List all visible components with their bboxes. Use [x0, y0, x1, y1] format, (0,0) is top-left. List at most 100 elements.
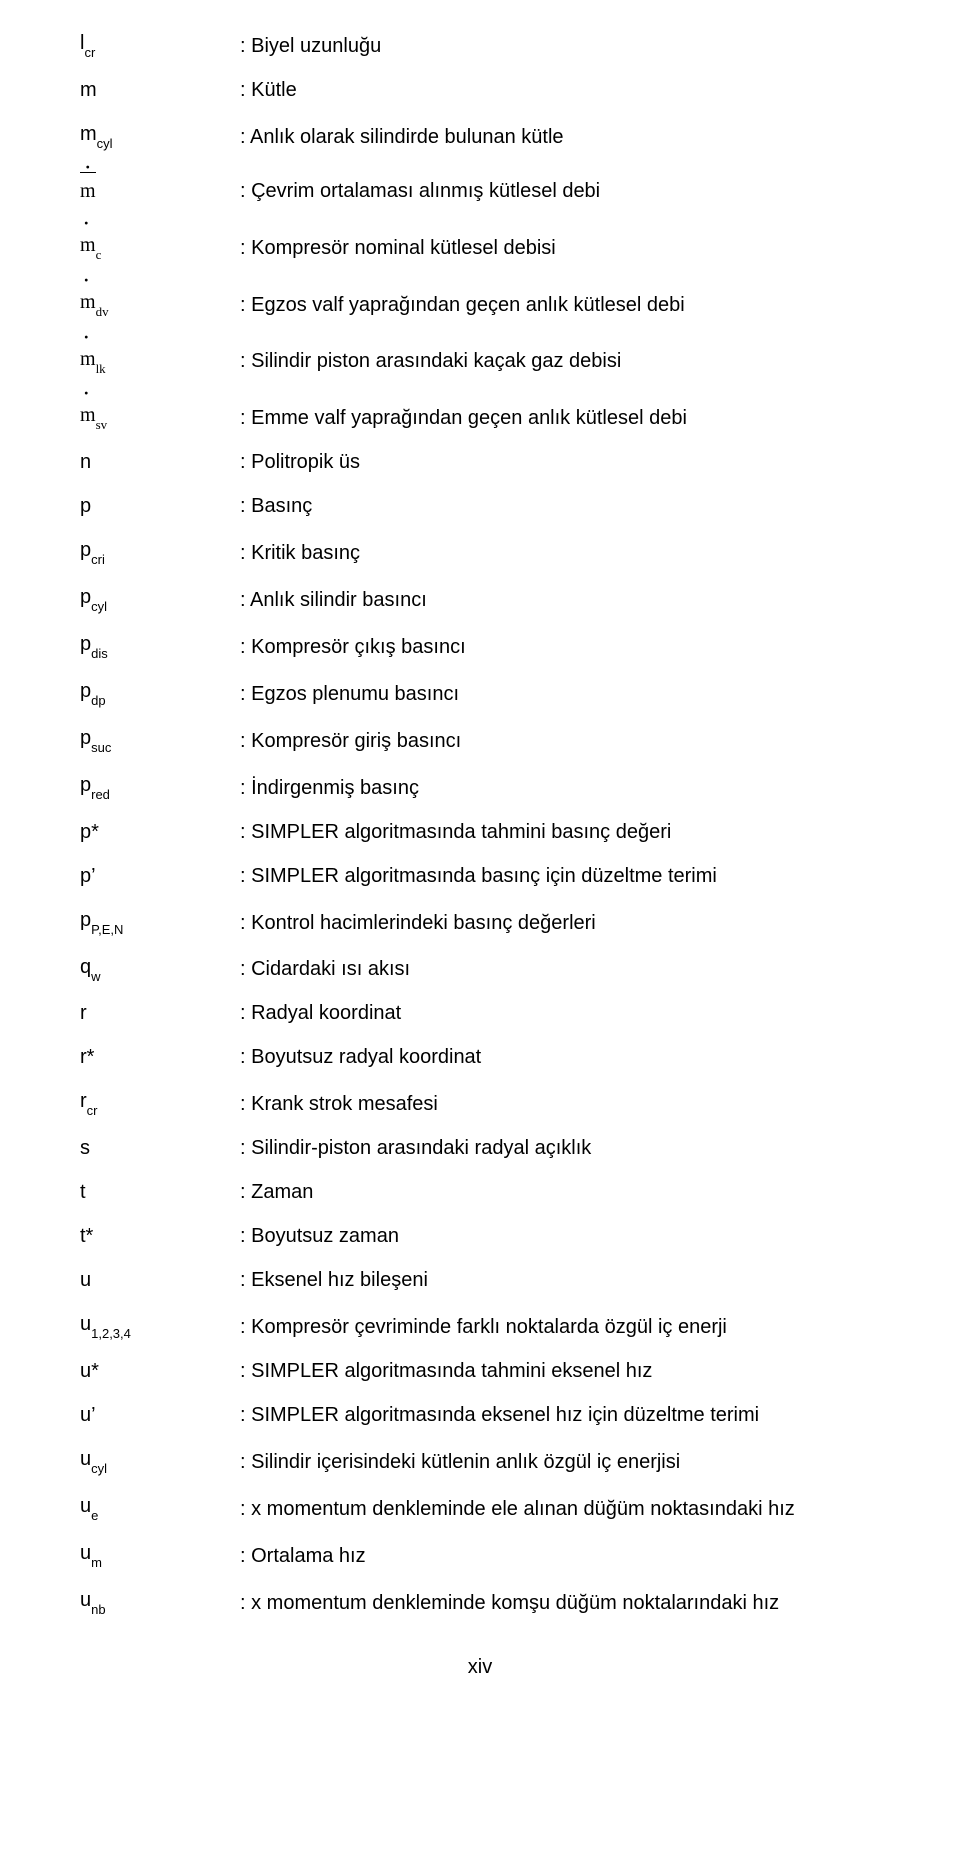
symbol-cell: u’ — [80, 1402, 240, 1428]
symbol-subscript: dv — [96, 304, 109, 319]
symbol-subscript: c — [96, 247, 102, 262]
definition-row: r* : Boyutsuz radyal koordinat — [80, 1044, 880, 1070]
symbol-subscript: cr — [87, 1103, 98, 1118]
symbol-subscript: cri — [91, 552, 105, 567]
description-cell: : SIMPLER algoritmasında tahmini eksenel… — [240, 1358, 880, 1384]
symbol-subscript: P,E,N — [91, 922, 123, 937]
symbol-main: s — [80, 1137, 90, 1159]
symbol-subscript: e — [91, 1508, 98, 1523]
symbol-cell: r — [80, 1000, 240, 1026]
definition-row: pdis: Kompresör çıkış basıncı — [80, 631, 880, 660]
definition-row: pdp: Egzos plenumu basıncı — [80, 678, 880, 707]
description-cell: : SIMPLER algoritmasında tahmini basınç … — [240, 819, 880, 845]
description-cell: : Egzos plenumu basıncı — [240, 681, 880, 707]
description-cell: : SIMPLER algoritmasında basınç için düz… — [240, 863, 880, 889]
symbol-cell: ucyl — [80, 1446, 240, 1475]
symbol-main: t — [80, 1181, 86, 1203]
symbol-main: u — [80, 1448, 91, 1470]
symbol-main: p — [80, 680, 91, 702]
symbol-cell: unb — [80, 1587, 240, 1616]
symbol-cell: pcyl — [80, 584, 240, 613]
symbol-cell: msv — [80, 402, 240, 431]
description-cell: : Anlık silindir basıncı — [240, 587, 880, 613]
symbol-subscript: dp — [91, 693, 105, 708]
definition-row: mcyl: Anlık olarak silindirde bulunan kü… — [80, 121, 880, 150]
symbol-main: q — [80, 956, 91, 978]
symbol-main: p* — [80, 821, 99, 843]
definition-row: pred: İndirgenmiş basınç — [80, 772, 880, 801]
symbol-cell: pP,E,N — [80, 907, 240, 936]
symbol-main: p — [80, 539, 91, 561]
symbol-cell: rcr — [80, 1088, 240, 1117]
description-cell: : Silindir içerisindeki kütlenin anlık ö… — [240, 1449, 880, 1475]
symbol-cell: mdv — [80, 289, 240, 318]
description-cell: : Kompresör giriş basıncı — [240, 728, 880, 754]
symbol-main: p — [80, 727, 91, 749]
description-cell: : Krank strok mesafesi — [240, 1091, 880, 1117]
symbol-main: p — [80, 909, 91, 931]
definition-row: rcr: Krank strok mesafesi — [80, 1088, 880, 1117]
symbol-cell: p — [80, 493, 240, 519]
symbol-main: t* — [80, 1225, 93, 1247]
page: lcr: Biyel uzunluğum: Kütlemcyl: Anlık o… — [0, 0, 960, 1719]
symbol-cell: u* — [80, 1358, 240, 1384]
symbol-cell: pdp — [80, 678, 240, 707]
definition-row: um: Ortalama hız — [80, 1540, 880, 1569]
symbol-main: p — [80, 633, 91, 655]
definition-row: pcyl: Anlık silindir basıncı — [80, 584, 880, 613]
symbol-cell: mc — [80, 232, 240, 261]
description-cell: : Emme valf yaprağından geçen anlık kütl… — [240, 405, 880, 431]
definition-row: qw: Cidardaki ısı akısı — [80, 954, 880, 983]
symbol-cell: mlk — [80, 346, 240, 375]
definition-row: unb: x momentum denkleminde komşu düğüm … — [80, 1587, 880, 1616]
description-cell: : Boyutsuz zaman — [240, 1223, 880, 1249]
description-cell: : Ortalama hız — [240, 1543, 880, 1569]
symbol-cell: m — [80, 178, 240, 204]
symbol-cell: m — [80, 77, 240, 103]
definition-row: ucyl: Silindir içerisindeki kütlenin anl… — [80, 1446, 880, 1475]
symbol-main: r* — [80, 1046, 94, 1068]
symbol-cell: psuc — [80, 725, 240, 754]
symbol-main: r — [80, 1090, 87, 1112]
description-cell: : Anlık olarak silindirde bulunan kütle — [240, 124, 880, 150]
symbol-subscript: suc — [91, 740, 111, 755]
description-cell: : Silindir piston arasındaki kaçak gaz d… — [240, 348, 880, 374]
symbol-main: r — [80, 1002, 87, 1024]
description-cell: : Kompresör çevriminde farklı noktalarda… — [240, 1314, 880, 1340]
symbol-subscript: red — [91, 787, 110, 802]
symbol-subscript: m — [91, 1555, 102, 1570]
definition-row: p’ : SIMPLER algoritmasında basınç için d… — [80, 863, 880, 889]
symbol-main: u* — [80, 1360, 99, 1382]
symbol-subscript: lk — [96, 361, 106, 376]
symbol-main: m — [80, 402, 96, 428]
description-cell: : Eksenel hız bileşeni — [240, 1267, 880, 1293]
symbol-main: m — [80, 232, 96, 258]
definition-list: lcr: Biyel uzunluğum: Kütlemcyl: Anlık o… — [80, 30, 880, 1616]
description-cell: : x momentum denkleminde komşu düğüm nok… — [240, 1590, 880, 1616]
symbol-cell: mcyl — [80, 121, 240, 150]
symbol-subscript: cyl — [97, 136, 113, 151]
symbol-cell: p’ — [80, 863, 240, 889]
symbol-subscript: sv — [96, 417, 108, 432]
definition-row: u’: SIMPLER algoritmasında eksenel hız i… — [80, 1402, 880, 1428]
definition-row: u1,2,3,4 : Kompresör çevriminde farklı no… — [80, 1311, 880, 1340]
symbol-main: u — [80, 1589, 91, 1611]
description-cell: : Zaman — [240, 1179, 880, 1205]
definition-row: t* : Boyutsuz zaman — [80, 1223, 880, 1249]
symbol-main: u — [80, 1269, 91, 1291]
symbol-subscript: cr — [84, 45, 95, 60]
symbol-subscript: nb — [91, 1602, 105, 1617]
symbol-main: p’ — [80, 865, 96, 887]
description-cell: : Biyel uzunluğu — [240, 33, 880, 59]
description-cell: : Çevrim ortalaması alınmış kütlesel deb… — [240, 178, 880, 204]
page-number: xiv — [80, 1656, 880, 1679]
symbol-main: m — [80, 346, 96, 372]
symbol-main: p — [80, 586, 91, 608]
description-cell: : Boyutsuz radyal koordinat — [240, 1044, 880, 1070]
symbol-main: u — [80, 1313, 91, 1335]
symbol-cell: p* — [80, 819, 240, 845]
definition-row: psuc: Kompresör giriş basıncı — [80, 725, 880, 754]
symbol-subscript: 1,2,3,4 — [91, 1326, 131, 1341]
symbol-cell: t* — [80, 1223, 240, 1249]
definition-row: n: Politropik üs — [80, 449, 880, 475]
